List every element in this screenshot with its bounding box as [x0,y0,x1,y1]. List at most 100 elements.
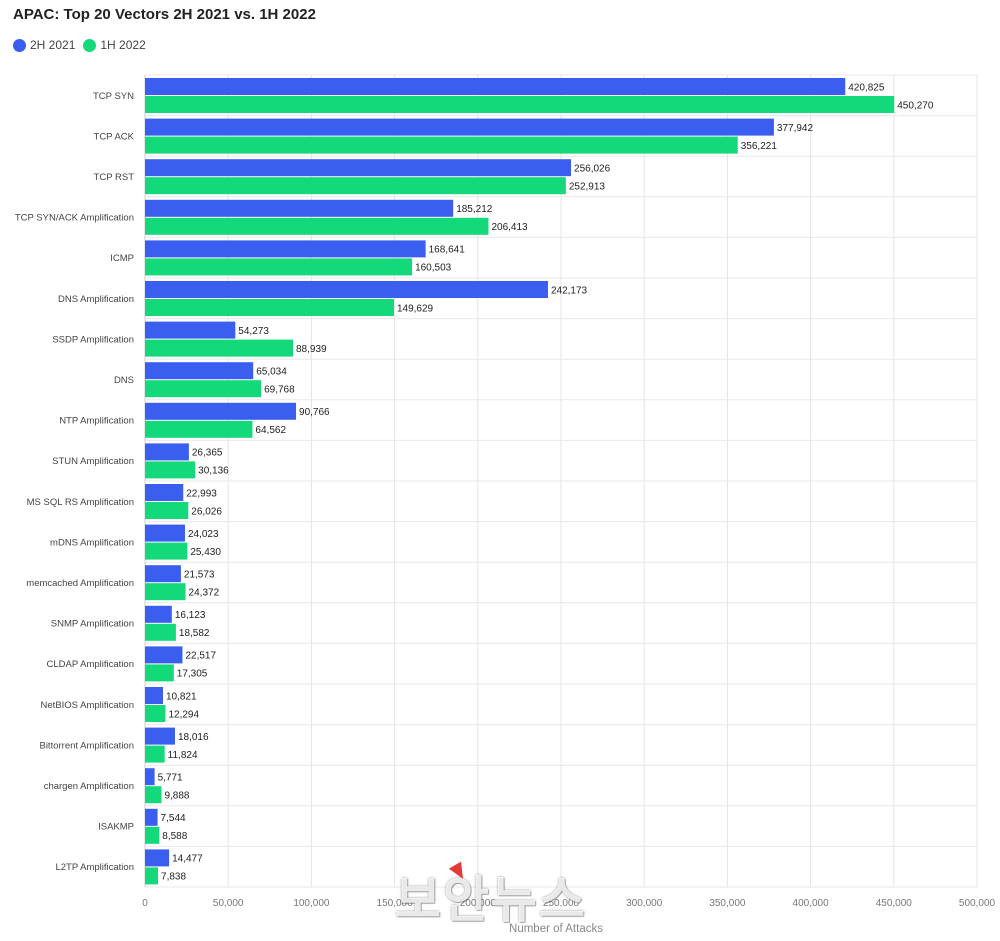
category-label: TCP SYN [93,91,134,102]
x-tick-label: 0 [142,898,148,909]
data-label: 11,824 [168,750,198,761]
bar-1h-2022 [145,583,186,601]
x-tick-label: 450,000 [876,898,913,909]
data-label: 185,212 [456,204,493,215]
bar-1h-2022 [145,745,165,763]
data-label: 10,821 [166,691,197,702]
bar-2h-2021 [145,240,426,258]
data-label: 7,838 [161,872,186,883]
data-label: 90,766 [299,407,330,418]
data-label: 22,993 [186,488,217,499]
data-label: 252,913 [569,182,606,193]
bar-2h-2021 [145,565,181,583]
x-tick-label: 400,000 [793,898,830,909]
bar-1h-2022 [145,461,196,479]
data-label: 5,771 [158,773,183,784]
bar-1h-2022 [145,542,188,560]
bar-2h-2021 [145,78,846,95]
category-label: NetBIOS Amplification [41,700,134,711]
data-label: 17,305 [177,669,208,680]
data-label: 256,026 [574,164,611,175]
bar-1h-2022 [145,217,489,235]
data-label: 16,123 [175,610,206,621]
bar-1h-2022 [145,867,159,885]
data-label: 377,942 [777,123,814,134]
data-label: 65,034 [256,367,287,378]
data-label: 160,503 [415,263,452,274]
category-label: ICMP [110,253,134,264]
category-label: chargen Amplification [44,781,134,792]
bar-2h-2021 [145,118,774,136]
x-tick-label: 250,000 [543,898,580,909]
data-label: 24,023 [188,529,219,540]
bar-1h-2022 [145,420,253,438]
chart-legend: 2H 2021 1H 2022 [13,38,146,52]
legend-item-2h-2021[interactable]: 2H 2021 [13,38,75,52]
data-label: 168,641 [429,245,466,256]
data-label: 149,629 [397,303,434,314]
bar-1h-2022 [145,705,166,722]
data-label: 450,270 [897,100,934,111]
category-label: DNS Amplification [58,294,134,305]
bar-1h-2022 [145,786,162,804]
x-tick-label: 50,000 [213,898,244,909]
bar-1h-2022 [145,177,566,195]
category-label: MS SQL RS Amplification [27,497,134,508]
bar-1h-2022 [145,299,394,316]
legend-label-2h-2021: 2H 2021 [30,38,76,52]
data-label: 420,825 [848,82,885,93]
data-label: 18,016 [178,732,209,743]
bar-2h-2021 [145,646,183,664]
category-label: ISAKMP [98,822,134,833]
data-label: 54,273 [238,326,269,337]
data-label: 9,888 [164,791,189,802]
bar-1h-2022 [145,502,189,519]
data-label: 69,768 [264,385,295,396]
x-tick-label: 300,000 [626,898,663,909]
legend-label-1h-2022: 1H 2022 [100,38,146,52]
legend-item-1h-2022[interactable]: 1H 2022 [83,38,146,52]
legend-swatch-2h-2021 [13,38,26,52]
bar-2h-2021 [145,727,175,745]
watermark: 보안뉴스 [395,871,587,929]
bar-1h-2022 [145,826,160,844]
category-label: NTP Amplification [59,416,134,427]
category-label: memcached Amplification [26,578,134,589]
x-tick-label: 200,000 [460,898,497,909]
category-label: mDNS Amplification [50,537,134,548]
data-label: 14,477 [172,854,203,865]
data-label: 64,562 [255,425,286,436]
bar-2h-2021 [145,849,170,867]
bar-2h-2021 [145,281,548,298]
category-label: Bittorrent Amplification [39,740,134,751]
chart-title: APAC: Top 20 Vectors 2H 2021 vs. 1H 2022 [13,6,316,23]
bar-2h-2021 [145,808,158,826]
data-label: 18,582 [179,628,210,639]
data-label: 22,517 [185,651,216,662]
bar-1h-2022 [145,136,738,154]
category-label: TCP RST [94,172,135,183]
data-label: 7,544 [161,813,186,824]
bar-2h-2021 [145,199,454,217]
bar-1h-2022 [145,339,293,357]
category-label: TCP ACK [94,131,135,142]
data-label: 21,573 [184,570,215,581]
bar-2h-2021 [145,443,189,461]
category-label: STUN Amplification [52,456,134,467]
data-label: 242,173 [551,285,588,296]
bar-1h-2022 [145,96,895,113]
bar-2h-2021 [145,605,172,623]
bar-2h-2021 [145,687,164,704]
x-tick-label: 350,000 [709,898,746,909]
category-label: CLDAP Amplification [47,659,134,670]
x-tick-label: 500,000 [959,898,996,909]
data-label: 12,294 [168,709,199,720]
data-label: 206,413 [491,222,528,233]
category-label: L2TP Amplification [55,862,134,873]
bar-2h-2021 [145,362,254,380]
x-tick-label: 150,000 [377,898,414,909]
bar-1h-2022 [145,380,262,398]
category-label: DNS [114,375,134,386]
legend-swatch-1h-2022 [83,38,97,52]
bar-1h-2022 [145,664,174,682]
